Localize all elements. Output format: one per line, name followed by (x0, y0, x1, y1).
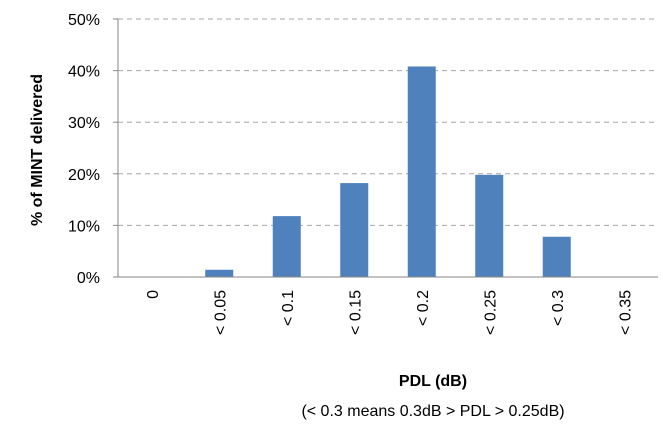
gridlines (118, 18, 658, 226)
y-tick-labels: 0% 10% 20% 30% 40% 50% (68, 12, 100, 287)
x-tick-label: < 0.1 (280, 290, 297, 326)
x-tick-label: < 0.3 (550, 290, 567, 326)
bar (407, 66, 436, 277)
x-tick-labels: 0 < 0.05 < 0.1 < 0.15 < 0.2 < 0.25 < 0.3 < 0.35 (145, 290, 635, 335)
bar (542, 236, 571, 277)
bar (272, 216, 301, 277)
bars (205, 66, 571, 277)
x-axis-note: (< 0.3 means 0.3dB > PDL > 0.25dB) (301, 403, 564, 420)
y-tick-label: 0% (77, 270, 100, 287)
bar (205, 269, 234, 277)
x-axis-title: PDL (dB) (399, 373, 467, 390)
bar (475, 174, 504, 277)
bar (340, 183, 369, 277)
x-tick-label: < 0.2 (415, 290, 432, 326)
x-tick-label: < 0.05 (212, 290, 229, 335)
x-tick-label: < 0.35 (617, 290, 634, 335)
y-tick-label: 20% (68, 167, 100, 184)
x-tick-label: < 0.15 (347, 290, 364, 335)
y-tick-label: 30% (68, 115, 100, 132)
x-tick-label: < 0.25 (482, 290, 499, 335)
y-axis-title: % of MINT delivered (29, 74, 46, 226)
y-tick-label: 10% (68, 218, 100, 235)
axes (113, 18, 658, 278)
x-tick-label: 0 (145, 290, 162, 299)
y-tick-label: 50% (68, 12, 100, 29)
y-tick-label: 40% (68, 64, 100, 81)
